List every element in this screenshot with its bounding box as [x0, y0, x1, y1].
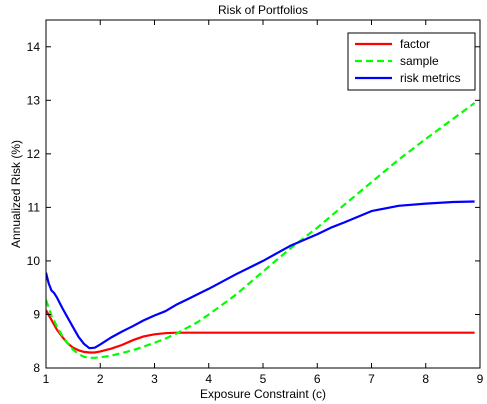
x-tick-label: 9 [477, 372, 484, 386]
legend-label: sample [400, 54, 439, 68]
series-line-risk-metrics [46, 200, 475, 350]
x-tick-label: 5 [260, 372, 267, 386]
chart-title: Risk of Portfolios [218, 3, 308, 17]
x-tick-label: 2 [97, 372, 104, 386]
y-tick-label: 12 [27, 147, 41, 161]
y-tick-label: 8 [33, 361, 40, 375]
y-tick-label: 13 [27, 93, 41, 107]
x-tick-label: 8 [422, 372, 429, 386]
legend-label: factor [400, 37, 430, 51]
y-axis-label: Annualized Risk (%) [9, 140, 23, 248]
y-tick-label: 10 [27, 254, 41, 268]
legend: factor sample risk metrics [347, 32, 476, 91]
y-tick-label: 14 [27, 40, 41, 54]
x-tick-label: 1 [43, 372, 50, 386]
legend-label: risk metrics [400, 71, 461, 85]
y-tick-label: 9 [33, 307, 40, 321]
series-group [46, 102, 476, 359]
x-tick-label: 6 [314, 372, 321, 386]
x-tick-label: 3 [151, 372, 158, 386]
x-tick-label: 7 [368, 372, 375, 386]
series-line-sample [46, 102, 476, 359]
y-tick-label: 11 [28, 200, 41, 214]
x-tick-label: 4 [205, 372, 212, 386]
x-axis-label: Exposure Constraint (c) [200, 387, 326, 401]
